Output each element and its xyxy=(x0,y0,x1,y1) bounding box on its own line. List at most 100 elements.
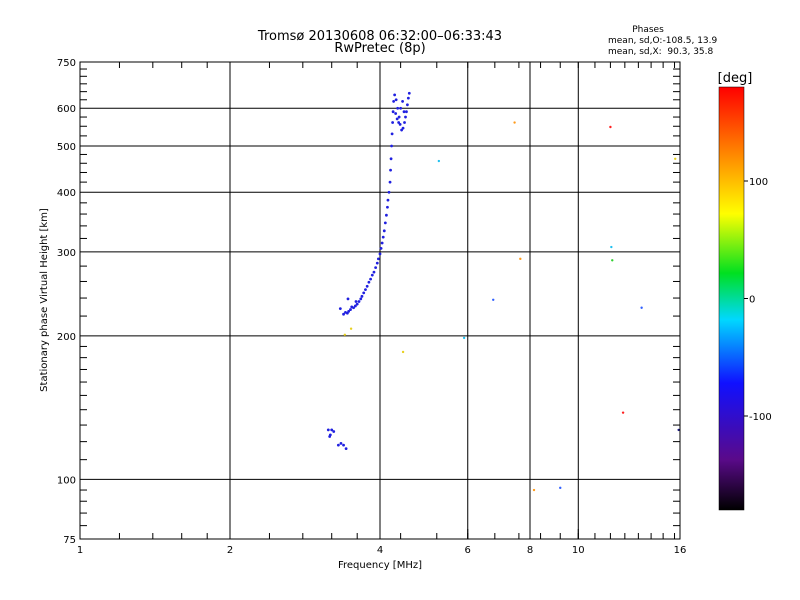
trace-point xyxy=(342,312,345,316)
trace-point xyxy=(339,441,343,445)
scatter-point xyxy=(401,350,405,354)
scatter-point xyxy=(559,486,562,490)
y-tick-label: 100 xyxy=(57,475,76,486)
scatter-point xyxy=(609,125,612,129)
trace-point xyxy=(360,294,364,298)
trace-point xyxy=(389,168,392,172)
trace-point xyxy=(347,310,351,313)
colorbar-tick-label: -100 xyxy=(749,412,772,423)
trace-point xyxy=(401,100,404,103)
trace-point xyxy=(369,277,372,281)
colorbar-tick-label: 0 xyxy=(749,295,755,306)
y-tick-label: 750 xyxy=(57,58,76,69)
trace-point xyxy=(394,112,398,115)
x-tick-label: 6 xyxy=(465,545,471,556)
phases-x-line: mean, sd,X: 90.3, 35.8 xyxy=(608,47,714,57)
x-tick-label: 1 xyxy=(77,545,83,556)
trace-point xyxy=(399,106,403,110)
trace-point xyxy=(375,261,379,265)
trace-point xyxy=(330,428,334,432)
y-tick-label: 400 xyxy=(57,188,76,199)
x-tick-label: 2 xyxy=(227,545,233,556)
scatter-point xyxy=(677,428,680,432)
y-axis-label: Stationary phase Virtual Height [km] xyxy=(39,208,50,392)
y-tick-label: 600 xyxy=(57,104,76,115)
trace-point xyxy=(405,110,408,114)
trace-point xyxy=(390,132,394,136)
scatter-point xyxy=(621,411,625,414)
trace-point xyxy=(391,121,395,124)
phases-heading: Phases xyxy=(632,25,664,35)
trace-point xyxy=(392,100,396,103)
trace-point xyxy=(403,121,406,124)
trace-point xyxy=(386,205,389,209)
trace-point xyxy=(402,110,406,114)
trace-point xyxy=(387,190,391,194)
trace-point xyxy=(389,157,393,161)
trace-point xyxy=(338,307,342,311)
trace-point xyxy=(397,115,401,119)
scatter-point xyxy=(349,327,353,330)
trace-point xyxy=(359,297,363,301)
trace-point xyxy=(370,273,374,277)
trace-point xyxy=(367,280,371,284)
y-tick-label: 300 xyxy=(57,248,76,259)
trace-point xyxy=(401,126,405,130)
trace-point xyxy=(378,252,382,256)
trace-point xyxy=(388,180,392,184)
x-tick-label: 16 xyxy=(674,545,687,556)
trace-point xyxy=(397,121,401,124)
trace-point xyxy=(372,270,376,274)
trace-point xyxy=(393,93,397,97)
x-tick-label: 8 xyxy=(527,545,533,556)
trace-point xyxy=(349,308,352,311)
colorbar-tick-label: 100 xyxy=(749,177,768,188)
scatter-point xyxy=(513,121,516,124)
y-tick-label: 500 xyxy=(57,142,76,153)
trace-point xyxy=(406,103,409,107)
scatter-point xyxy=(674,157,677,161)
chart-title: Tromsø 20130608 06:32:00–06:33:43 xyxy=(257,29,502,44)
trace-point xyxy=(391,110,395,114)
trace-point xyxy=(379,246,383,250)
trace-point xyxy=(406,96,410,100)
trace-point xyxy=(326,428,330,432)
chart-subtitle: RwPretec (8p) xyxy=(334,41,425,56)
phases-o-line: mean, sd,O:-108.5, 13.9 xyxy=(608,36,718,46)
trace-point xyxy=(382,229,386,233)
trace-point xyxy=(395,117,399,121)
data-points xyxy=(326,91,680,492)
colorbar xyxy=(718,86,745,511)
scatter-point xyxy=(492,298,495,301)
y-tick-label: 75 xyxy=(63,535,76,546)
trace-point xyxy=(390,144,393,148)
scatter-point xyxy=(640,306,643,309)
trace-point xyxy=(353,304,357,308)
trace-point xyxy=(336,443,340,447)
trace-point xyxy=(380,241,384,245)
trace-point xyxy=(364,288,367,291)
trace-point xyxy=(352,306,355,310)
colorbar-ticks: 100 0 -100 xyxy=(744,177,772,423)
trace-point xyxy=(407,91,411,95)
trace-point xyxy=(394,98,398,102)
trace-point xyxy=(386,198,390,202)
y-tick-label: 200 xyxy=(57,332,76,343)
trace-point xyxy=(344,447,348,451)
scatter-point xyxy=(532,488,536,492)
x-axis-label: Frequency [MHz] xyxy=(338,560,422,571)
trace-point xyxy=(381,235,385,239)
trace-point xyxy=(385,213,388,217)
trace-point xyxy=(404,115,407,119)
trace-point xyxy=(354,300,358,303)
trace-point xyxy=(332,430,336,433)
scatter-point xyxy=(610,245,613,249)
scatter-point xyxy=(343,333,347,336)
trace-point xyxy=(328,435,332,438)
trace-point xyxy=(355,302,359,306)
scatter-point xyxy=(462,336,466,340)
scatter-point xyxy=(611,259,614,262)
trace-point xyxy=(365,284,369,288)
trace-point xyxy=(342,443,345,447)
